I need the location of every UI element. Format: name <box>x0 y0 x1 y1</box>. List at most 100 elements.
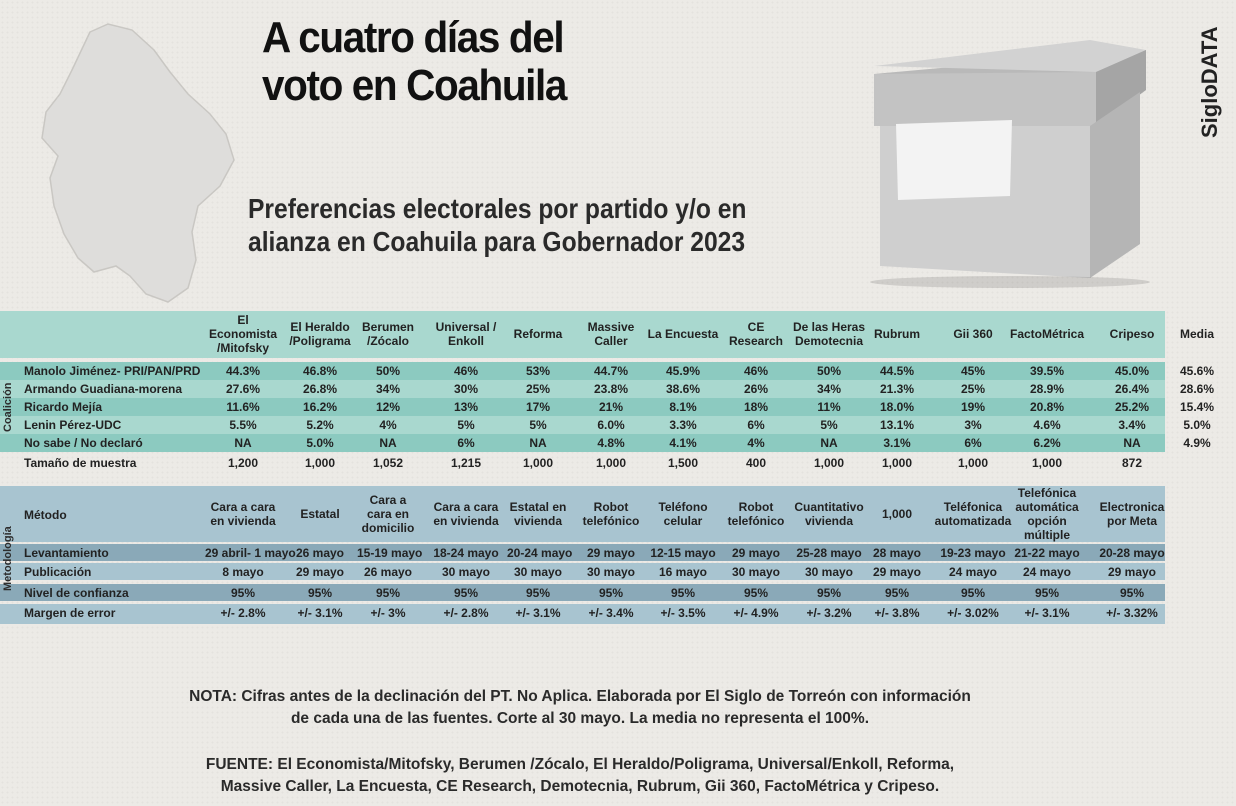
table-cell: +/- 3% <box>370 606 406 620</box>
table-cell: 50% <box>816 364 842 378</box>
table-cell: NA <box>379 436 397 450</box>
table-cell: Cara a cara en domicilio <box>361 493 415 535</box>
table-cell: 15.4% <box>1179 400 1215 414</box>
table-cell: Robot telefónico <box>727 500 785 528</box>
table-cell: 4% <box>379 418 397 432</box>
table-cell: 45% <box>960 364 986 378</box>
table-cell: 5% <box>529 418 547 432</box>
table-cell: 1,052 <box>372 456 404 470</box>
table-cell: 28.6% <box>1179 382 1215 396</box>
table-cell: 30% <box>453 382 479 396</box>
table-cell: 19-23 mayo <box>940 546 1006 560</box>
table-cell: NA <box>234 436 252 450</box>
page-title: A cuatro días del voto en Coahuila <box>262 14 648 110</box>
table-cell: 30 mayo <box>731 565 781 579</box>
table-cell: 25% <box>525 382 551 396</box>
table-cell: +/- 3.32% <box>1106 606 1158 620</box>
table-cell: 29 mayo <box>295 565 345 579</box>
column-header: Massive Caller <box>587 320 635 348</box>
table-cell: 6.2% <box>1033 436 1061 450</box>
table-cell: 44.3% <box>225 364 261 378</box>
title-line-1: A cuatro días del <box>262 13 565 62</box>
column-header: Rubrum <box>874 327 920 341</box>
table-cell: 4.9% <box>1183 436 1211 450</box>
table-cell: 30 mayo <box>804 565 854 579</box>
table-cell: 6% <box>964 436 982 450</box>
coalition-row-band <box>0 398 1165 416</box>
table-cell: Robot telefónico <box>582 500 640 528</box>
table-cell: 1,000 <box>881 507 913 521</box>
table-cell: 45.0% <box>1114 364 1150 378</box>
coalition-row-band <box>0 434 1165 452</box>
table-cell: 6% <box>457 436 475 450</box>
table-cell: 44.7% <box>593 364 629 378</box>
table-cell: 1,000 <box>957 456 989 470</box>
table-cell: 95% <box>453 586 479 600</box>
table-cell: 29 mayo <box>586 546 636 560</box>
table-cell: 11% <box>817 400 841 414</box>
methodology-row-band <box>0 584 1165 601</box>
row-label: No sabe / No declaró <box>24 436 143 450</box>
table-cell: 5.5% <box>229 418 257 432</box>
methodology-header-band <box>0 486 1165 542</box>
table-cell: 5.2% <box>306 418 334 432</box>
subtitle-line-1: Preferencias electorales por partido y/o… <box>248 193 747 224</box>
methodology-row-band <box>0 563 1165 580</box>
note-line-2: de cada una de las fuentes. Corte al 30 … <box>290 710 870 727</box>
table-cell: 1,000 <box>813 456 845 470</box>
table-cell: 95% <box>960 586 986 600</box>
table-cell: Electronica por Meta <box>1099 500 1165 528</box>
methodology-row-band <box>0 604 1165 624</box>
table-cell: 11.6% <box>226 400 260 414</box>
table-cell: 13% <box>453 400 479 414</box>
row-label: Armando Guadiana-morena <box>24 382 183 396</box>
row-label: Ricardo Mejía <box>24 400 103 414</box>
table-cell: 39.5% <box>1029 364 1065 378</box>
table-cell: 4% <box>747 436 765 450</box>
table-cell: 1,000 <box>881 456 913 470</box>
table-cell: 4.6% <box>1033 418 1061 432</box>
table-cell: 5.0% <box>306 436 334 450</box>
table-cell: +/- 3.5% <box>660 606 706 620</box>
table-cell: 20-28 mayo <box>1099 546 1165 560</box>
table-cell: Teléfono celular <box>658 500 708 528</box>
table-cell: 26.8% <box>302 382 338 396</box>
table-cell: 29 mayo <box>872 565 922 579</box>
table-cell: 95% <box>598 586 624 600</box>
table-cell: 20-24 mayo <box>507 546 573 560</box>
table-cell: +/- 3.1% <box>297 606 343 620</box>
table-cell: 26% <box>743 382 769 396</box>
table-cell: 3.4% <box>1118 418 1146 432</box>
table-cell: NA <box>529 436 547 450</box>
table-cell: Estatal en vivienda <box>509 500 567 528</box>
table-cell: 95% <box>1119 586 1145 600</box>
table-cell: 4.1% <box>669 436 697 450</box>
table-cell: 5.0% <box>1183 418 1211 432</box>
title-line-2: voto en Coahuila <box>262 61 567 110</box>
table-cell: 19% <box>960 400 986 414</box>
table-cell: Cuantitativo vivienda <box>794 500 864 528</box>
table-cell: 95% <box>1034 586 1060 600</box>
row-label: Publicación <box>24 565 92 579</box>
table-cell: 95% <box>884 586 910 600</box>
table-cell: 95% <box>230 586 256 600</box>
column-header: Berumen /Zócalo <box>361 320 414 348</box>
brand-logo: SigloDATA <box>1197 26 1222 138</box>
table-cell: +/- 3.4% <box>588 606 634 620</box>
coahuila-map-illustration <box>41 23 235 303</box>
table-cell: Estatal <box>300 507 340 521</box>
row-label: Lenin Pérez-UDC <box>24 418 122 432</box>
table-cell: 18% <box>743 400 769 414</box>
column-header: La Encuesta <box>647 327 719 341</box>
table-cell: 872 <box>1121 456 1143 470</box>
table-cell: 1,000 <box>304 456 336 470</box>
table-cell: 17% <box>525 400 551 414</box>
table-cell: 50% <box>375 364 401 378</box>
table-cell: +/- 3.02% <box>947 606 999 620</box>
note-line-1: NOTA: Cifras antes de la declinación del… <box>189 688 971 705</box>
table-cell: Cara a cara en vivienda <box>210 500 276 528</box>
table-cell: 29 mayo <box>731 546 781 560</box>
table-cell: Cara a cara en vivienda <box>433 500 499 528</box>
methodology-section-label: Metodología <box>2 526 14 592</box>
table-cell: 29 abril- 1 mayo <box>205 546 296 560</box>
